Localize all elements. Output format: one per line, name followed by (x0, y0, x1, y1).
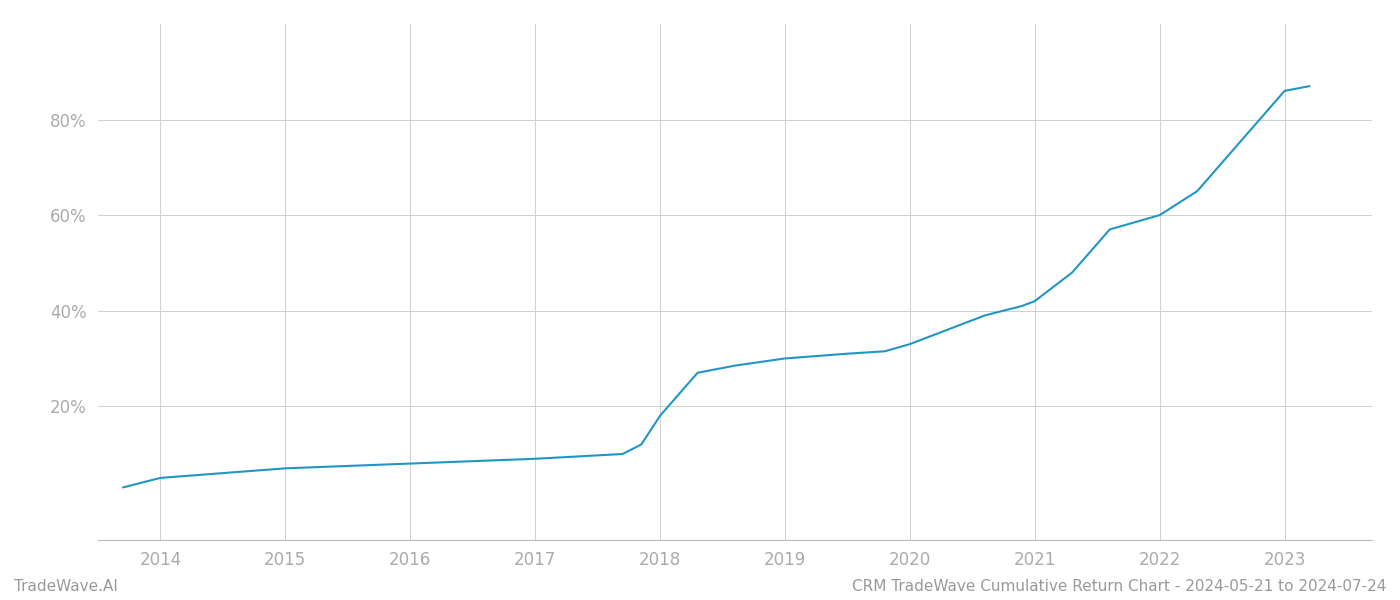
Text: CRM TradeWave Cumulative Return Chart - 2024-05-21 to 2024-07-24: CRM TradeWave Cumulative Return Chart - … (851, 579, 1386, 594)
Text: TradeWave.AI: TradeWave.AI (14, 579, 118, 594)
